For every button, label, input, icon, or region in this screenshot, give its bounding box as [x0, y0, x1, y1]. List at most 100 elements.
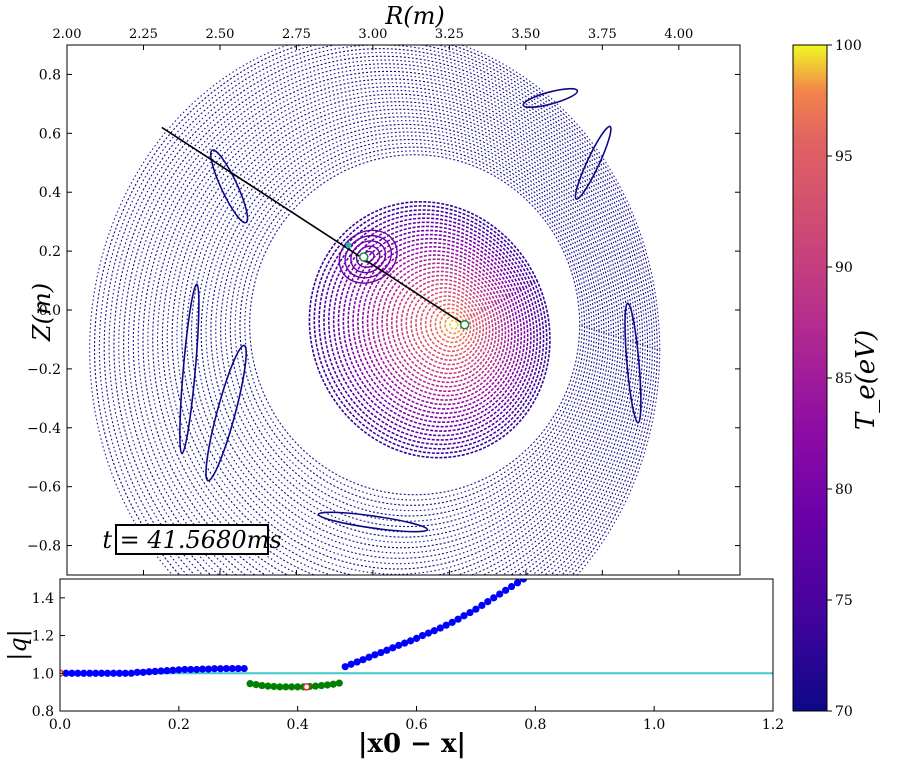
q-data-point [121, 669, 129, 677]
time-label-box: t = 41.5680ms [102, 524, 282, 555]
q-data-point [377, 648, 385, 657]
outer-flux-surface [137, 67, 636, 575]
q-data-point [454, 615, 462, 623]
outer-flux-surface [229, 139, 590, 517]
q-x-tick-label: 0.0 [49, 717, 71, 733]
core-flux-surface [308, 200, 551, 459]
island-o-point [358, 252, 369, 262]
core-flux-surface [328, 217, 539, 441]
q-data-point [389, 644, 397, 652]
q-data-point [478, 601, 486, 610]
q-data-point [317, 681, 326, 690]
q-data-point [395, 641, 403, 649]
q-data-point [329, 680, 337, 688]
r-axis-label: R(m) [384, 2, 445, 30]
q-profile-plot: 0.0 0.2 0.4 0.6 0.8 1.0 1.2 1.4 1.2 1.0 0.8 |x0 −… [4, 578, 784, 759]
core-flux-surface [381, 262, 504, 392]
core-flux-surface [405, 282, 488, 370]
q-data-point [133, 668, 141, 676]
outer-flux-surface [113, 48, 649, 575]
r-tick-label: 3.50 [511, 27, 540, 42]
q-data-point [68, 669, 76, 677]
core-flux-surface [419, 295, 478, 357]
q-x-axis-ticks: 0.0 0.2 0.4 0.6 0.8 1.0 1.2 [49, 706, 784, 733]
q-data-point [86, 669, 94, 677]
q-data-point [199, 665, 207, 673]
core-flux-surface [357, 241, 519, 415]
q-data-point [430, 627, 438, 635]
q-data-point [288, 683, 296, 691]
core-flux-surface [352, 237, 523, 419]
core-flux-surface [449, 319, 459, 330]
q-data-point [448, 618, 456, 626]
q-data-point [62, 669, 70, 677]
q-data-point [276, 683, 284, 691]
q-x-tick-label: 0.8 [524, 717, 546, 733]
colorbar: 100 95 90 85 80 75 70 T_e(eV) [792, 38, 881, 720]
r-tick-label: 2.00 [53, 27, 82, 42]
outer-flux-surface [94, 45, 658, 575]
outer-flux-surface [171, 93, 619, 575]
q-data-point [519, 579, 528, 583]
core-flux-surface [415, 291, 481, 361]
q-data-point [365, 653, 373, 661]
q-data-point [175, 666, 183, 674]
outer-flux-surface [161, 86, 624, 575]
q-data-point [341, 663, 349, 671]
q-data-point [216, 665, 225, 673]
q-data-point [406, 637, 415, 645]
outer-flux-surface [190, 108, 610, 559]
magnetic-island [317, 511, 429, 533]
flux-surfaces [89, 45, 661, 575]
outer-flux-surface [132, 63, 639, 575]
z-tick-label: 0.2 [39, 244, 61, 260]
q-axes-frame [59, 578, 774, 712]
core-flux-surface [386, 266, 500, 388]
q-x-tick-label: 0.4 [287, 717, 309, 733]
q-data-point [234, 664, 242, 673]
q-y-tick-label: 1.2 [32, 629, 54, 645]
q-data-point [484, 598, 492, 606]
q-data-point [74, 669, 82, 677]
core-flux-surface [424, 299, 475, 353]
colorbar-label: T_e(eV) [851, 330, 881, 430]
q-y-tick-label: 1.0 [32, 666, 54, 682]
q-data-point [258, 681, 266, 690]
colorbar-ticks: 100 95 90 85 80 75 70 [827, 38, 862, 720]
core-flux-surface [439, 311, 466, 339]
core-flux-surface [361, 246, 516, 410]
outer-flux-surface [234, 142, 588, 512]
core-flux-surface [376, 258, 507, 397]
q-data-point [169, 666, 177, 674]
q-data-point [401, 639, 409, 647]
outer-flux-surface [224, 135, 593, 522]
q-profile-points [60, 579, 773, 691]
outer-flux-surface [249, 154, 581, 496]
q-data-point [466, 608, 474, 617]
q-x-tick-label: 1.0 [643, 717, 665, 733]
r-tick-label: 3.75 [588, 27, 617, 42]
q-data-point [204, 665, 213, 673]
outer-flux-surface [210, 123, 600, 538]
time-label-frame [115, 524, 269, 555]
outer-flux-surface [220, 131, 595, 528]
outer-flux-surface [147, 74, 632, 575]
r-tick-label: 3.00 [358, 27, 387, 42]
q-data-point [424, 629, 432, 637]
r-tick-label: 2.25 [129, 27, 158, 42]
poincare-plot: 2.00 2.25 2.50 2.75 3.00 3.25 3.50 3.75 4.00 0.8… [27, 2, 741, 576]
q-data-point [92, 669, 100, 677]
q-data-point [436, 624, 444, 632]
x-point-marker [345, 242, 352, 249]
q-data-point [157, 667, 165, 675]
q-data-point [240, 664, 248, 673]
outer-flux-surface [103, 45, 653, 575]
q-data-point [270, 682, 278, 691]
q-data-point [228, 664, 236, 673]
core-flux-surface [429, 303, 472, 348]
colorbar-tick-label: 95 [835, 149, 853, 165]
q-y-axis-ticks: 1.4 1.2 1.0 0.8 [32, 591, 65, 720]
magnetic-island [574, 125, 612, 200]
